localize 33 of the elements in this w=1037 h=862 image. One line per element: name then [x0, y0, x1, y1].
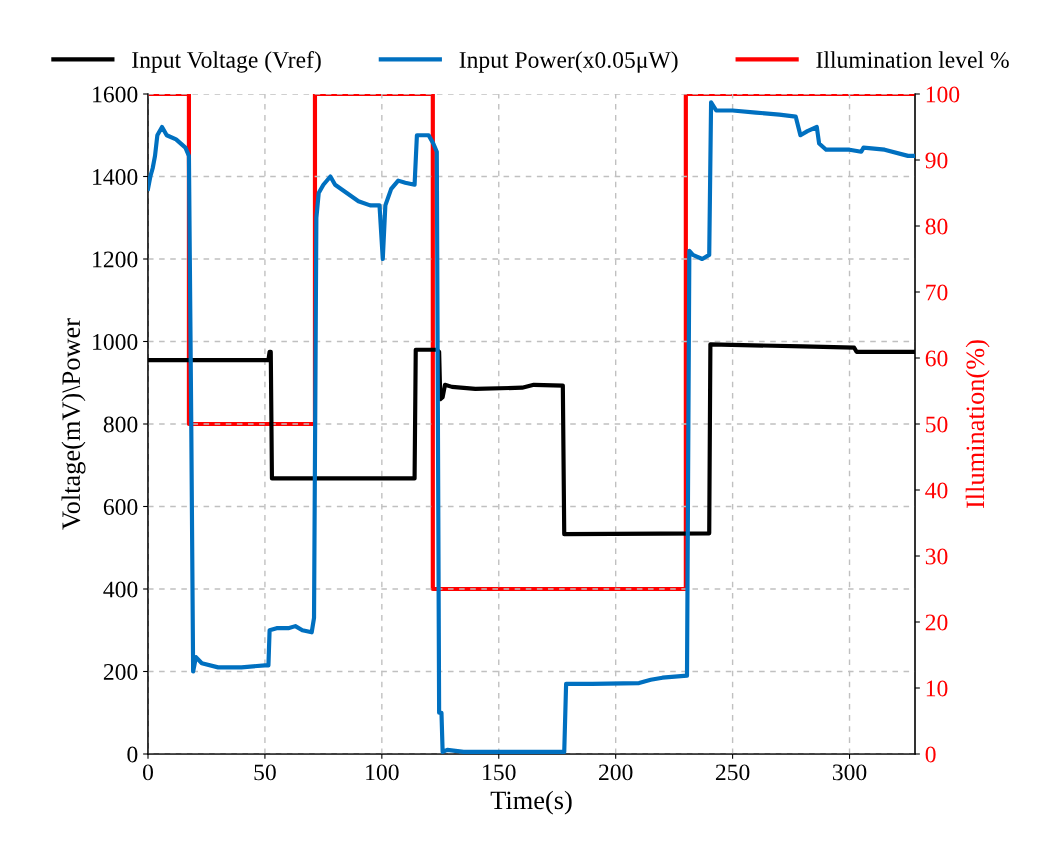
- x-tick-label: 300: [832, 764, 867, 781]
- y2-tick-label: 100: [926, 86, 960, 103]
- y-tick-label: 800: [103, 416, 138, 433]
- y2-tick-label: 10: [926, 680, 948, 697]
- y2-tick-label: 0: [925, 746, 936, 763]
- y2-tick-label: 20: [925, 614, 948, 631]
- y-tick-label: 1200: [93, 251, 138, 268]
- y-tick-label: 1600: [93, 86, 138, 103]
- y-tick-label: 1000: [93, 333, 138, 350]
- y2-tick-label: 90: [925, 152, 948, 169]
- legend-label: Input Voltage (Vref): [132, 51, 321, 73]
- x-tick-label: 50: [254, 764, 276, 781]
- x-tick-label: 150: [483, 764, 516, 781]
- y2-tick-label: 80: [925, 218, 948, 235]
- y2-tick-label: 60: [925, 350, 948, 367]
- y-axis-title: Voltage(mV)\Power: [61, 318, 86, 530]
- x-tick-label: 200: [599, 764, 633, 781]
- y-tick-label: 0: [127, 746, 138, 763]
- x-tick-label: 250: [715, 764, 750, 781]
- y-tick-label: 200: [103, 663, 138, 680]
- y2-tick-label: 50: [926, 416, 948, 433]
- x-tick-label: 0: [143, 764, 153, 781]
- y-tick-label: 600: [103, 498, 138, 515]
- x-tick-label: 100: [366, 764, 399, 781]
- y2-tick-label: 30: [925, 548, 948, 565]
- legend-label: Input Power(x0.05μW): [459, 51, 678, 73]
- y2-tick-label: 70: [926, 284, 948, 301]
- legend-label: Illumination level %: [816, 51, 1009, 68]
- y-tick-label: 400: [103, 581, 138, 598]
- y2-tick-label: 40: [925, 482, 948, 499]
- y-tick-label: 1400: [93, 168, 138, 185]
- x-axis-title: Time(s): [490, 790, 572, 815]
- y2-axis-title: Illumination(%): [965, 340, 990, 509]
